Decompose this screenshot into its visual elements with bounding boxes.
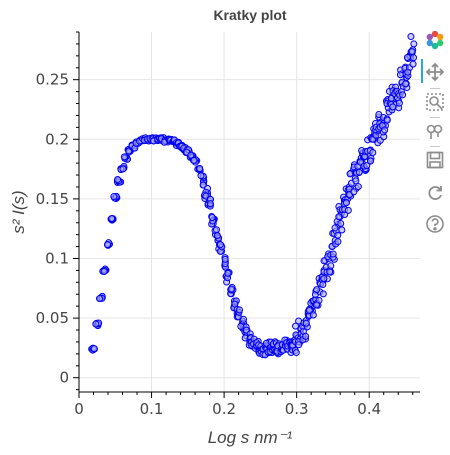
data-point [344, 206, 352, 214]
data-point [355, 168, 363, 176]
data-point [221, 255, 229, 263]
data-point [305, 307, 313, 315]
data-point [206, 200, 214, 208]
data-point [313, 286, 321, 294]
data-point [409, 54, 417, 62]
data-point [96, 295, 104, 303]
data-point [407, 33, 415, 41]
data-point [367, 157, 375, 165]
data-point [383, 116, 391, 124]
data-point [408, 47, 416, 55]
data-point [302, 332, 310, 340]
chart-title: Kratky plot [213, 7, 286, 23]
data-point [395, 99, 403, 107]
data-point [110, 193, 118, 201]
grid-lines [78, 32, 420, 392]
x-tick-label: 0.3 [285, 400, 309, 418]
data-point [104, 240, 112, 248]
y-axis-label: s² I(s) [9, 190, 28, 233]
x-axis-label: Log s nm⁻¹ [208, 428, 293, 447]
box-zoom-icon[interactable] [425, 92, 445, 112]
wheel-zoom-icon[interactable] [425, 121, 445, 141]
data-point [319, 281, 327, 289]
y-tick-label: 0.15 [36, 190, 69, 208]
data-point [119, 165, 127, 173]
toolbar-divider [430, 146, 440, 147]
data-point [120, 153, 128, 161]
data-point [295, 341, 303, 349]
axes: 0 0.1 0.2 0.3 0.4 0 0.05 0.1 0.15 0.2 0.25 [36, 31, 420, 418]
data-point [338, 226, 346, 234]
data-point [320, 275, 328, 283]
data-point [90, 345, 98, 353]
data-point [224, 269, 232, 277]
data-point [410, 40, 418, 48]
help-icon[interactable] [425, 214, 445, 234]
data-point [213, 232, 221, 240]
data-point [313, 301, 321, 309]
active-tool-indicator [421, 59, 423, 83]
data-point [108, 214, 116, 222]
data-point [331, 224, 339, 232]
data-point [352, 177, 360, 185]
data-point [403, 53, 411, 61]
data-points [88, 33, 418, 359]
data-point [228, 285, 236, 293]
toolbar-divider [430, 88, 440, 89]
y-tick-label: 0 [59, 369, 69, 387]
data-point [236, 306, 244, 314]
data-point [302, 319, 310, 327]
data-point [92, 320, 100, 328]
x-tick-label: 0 [74, 400, 84, 418]
x-tick-label: 0.4 [357, 400, 381, 418]
data-point [114, 175, 122, 183]
data-point [409, 60, 417, 68]
y-tick-label: 0.25 [36, 71, 69, 89]
data-point [399, 91, 407, 99]
data-point [319, 290, 327, 298]
data-point [197, 172, 205, 180]
data-point [350, 188, 358, 196]
x-tick-label: 0.1 [140, 400, 164, 418]
data-point [334, 238, 342, 246]
data-point [363, 162, 371, 170]
data-point [196, 165, 204, 173]
data-point [326, 268, 334, 276]
data-point [369, 149, 377, 157]
reset-icon[interactable] [425, 183, 445, 203]
y-tick-label: 0.05 [36, 309, 69, 327]
data-point [402, 80, 410, 88]
data-point [354, 183, 362, 191]
pan-icon[interactable] [425, 62, 445, 82]
plot-toolbar [421, 28, 447, 248]
data-point [240, 315, 248, 323]
data-point [190, 156, 198, 164]
data-point [212, 226, 220, 234]
toolbar-divider [430, 117, 440, 118]
data-point [208, 213, 216, 221]
data-point [396, 71, 404, 79]
data-point [335, 213, 343, 221]
y-tick-label: 0.1 [45, 249, 69, 267]
data-point [381, 126, 389, 134]
bokeh-logo-icon[interactable] [425, 30, 445, 50]
x-tick-label: 0.2 [212, 400, 236, 418]
data-point [100, 268, 108, 276]
y-tick-label: 0.2 [45, 130, 69, 148]
data-point [329, 250, 337, 258]
data-point [337, 220, 345, 228]
data-point [327, 262, 335, 270]
data-point [309, 311, 317, 319]
data-point [216, 241, 224, 249]
data-point [292, 349, 300, 357]
data-point [404, 68, 412, 76]
save-icon[interactable] [425, 150, 445, 170]
data-point [342, 199, 350, 207]
data-point [389, 103, 397, 111]
